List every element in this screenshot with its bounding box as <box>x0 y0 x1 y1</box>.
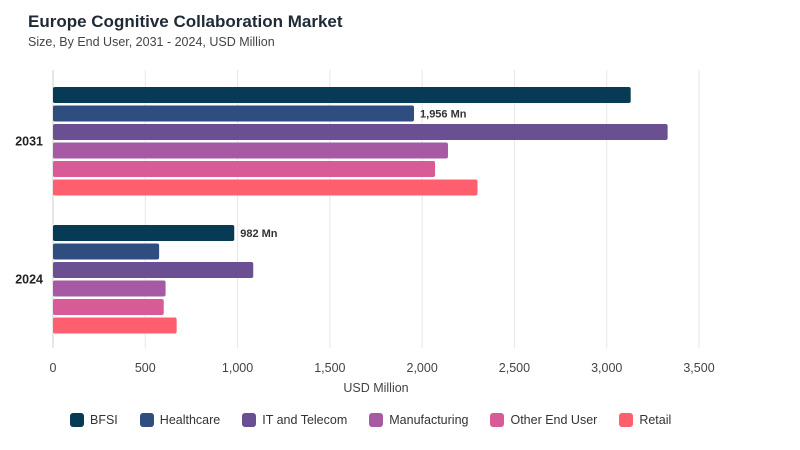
x-tick-label: 2,500 <box>499 361 530 375</box>
x-tick-label: 1,000 <box>222 361 253 375</box>
legend-swatch <box>70 413 84 427</box>
legend-item: Healthcare <box>139 413 221 427</box>
bar-chart: 0 500 1,000 1,500 2,000 2,500 3,000 3,500 USD Mi… <box>15 70 715 395</box>
bar <box>53 105 415 122</box>
legend-swatch <box>242 413 257 427</box>
chart-title: Europe Cognitive Collaboration Market <box>28 12 343 31</box>
category-label: 2024 <box>15 272 43 286</box>
legend-item: Manufacturing <box>369 413 468 427</box>
x-tick-label: 3,500 <box>683 361 714 375</box>
legend-label: Manufacturing <box>389 413 469 427</box>
chart-subtitle: Size, By End User, 2031 - 2024, USD Mill… <box>28 35 275 49</box>
data-label: 982 Mn <box>240 228 278 240</box>
bar <box>53 225 235 241</box>
legend-item: Retail <box>619 413 671 427</box>
bar <box>53 299 164 315</box>
legend-swatch <box>490 413 505 427</box>
x-tick-label: 500 <box>135 361 156 375</box>
data-label: 1,956 Mn <box>420 109 467 121</box>
legend-label: Other End User <box>510 413 598 427</box>
legend-swatch <box>369 413 384 427</box>
x-tick-label: 3,000 <box>591 361 622 375</box>
category-label: 2031 <box>15 134 43 148</box>
legend-swatch <box>139 413 154 427</box>
legend-label: Retail <box>639 413 672 427</box>
legend-label: Healthcare <box>159 413 221 427</box>
legend-swatch <box>619 413 634 427</box>
x-tick-label: 0 <box>50 361 57 375</box>
legend-item: Other End User <box>490 413 597 427</box>
bar <box>53 142 448 159</box>
bar <box>53 179 478 196</box>
bar <box>53 161 436 177</box>
x-axis-label: USD Million <box>343 381 408 395</box>
legend: BFSI Healthcare IT and Telecom Manufacturin… <box>70 413 693 427</box>
bar <box>53 317 177 334</box>
bar <box>53 87 631 103</box>
x-tick-label: 1,500 <box>314 361 345 375</box>
bar <box>53 243 160 260</box>
legend-label: IT and Telecom <box>262 413 348 427</box>
bar <box>53 262 254 278</box>
bar <box>53 124 668 140</box>
x-tick-label: 2,000 <box>407 361 438 375</box>
legend-item: IT and Telecom <box>242 413 347 427</box>
legend-item: BFSI <box>70 413 118 427</box>
bar <box>53 280 166 297</box>
legend-label: BFSI <box>90 413 118 427</box>
